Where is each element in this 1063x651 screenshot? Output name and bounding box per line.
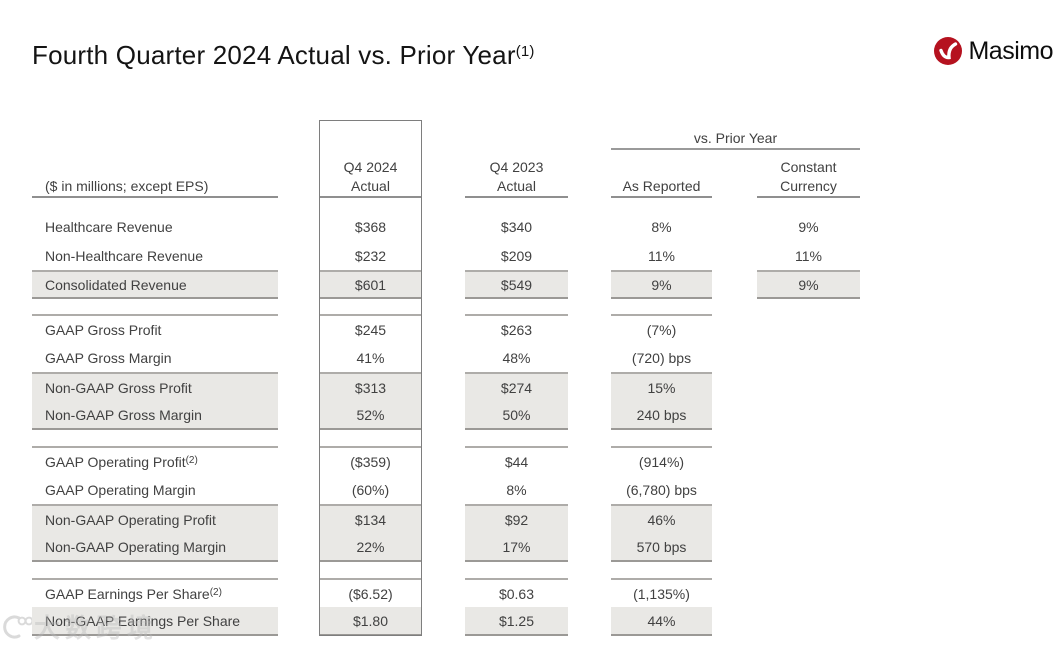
q4-2024-value: $368 xyxy=(354,218,387,235)
q4-2023-value: $92 xyxy=(465,504,568,533)
q4-2024-value: $134 xyxy=(320,504,421,533)
q4-2023-value: 17% xyxy=(465,533,568,562)
as-reported-value: (6,780) bps xyxy=(626,481,697,498)
row-label-header: ($ in millions; except EPS) xyxy=(32,160,278,198)
row-label: Healthcare Revenue xyxy=(45,218,173,235)
q4-2023-line2: Actual xyxy=(497,178,536,194)
table-row: GAAP Gross Margin 41% 48% (720) bps xyxy=(0,343,1063,372)
q4-2023-value: 48% xyxy=(502,349,531,366)
title-footnote-sup: (1) xyxy=(515,43,535,61)
q4-2023-value: $274 xyxy=(465,372,568,401)
row-label: GAAP Operating Profit (2) xyxy=(32,446,278,475)
q4-2023-value: $340 xyxy=(500,218,533,235)
as-reported-value: 15% xyxy=(611,372,712,401)
as-reported-value: 44% xyxy=(611,607,712,636)
q4-2024-value: $601 xyxy=(320,270,421,299)
masimo-logo: Masimo xyxy=(933,36,1053,66)
table-row: GAAP Operating Margin (60%) 8% (6,780) b… xyxy=(0,475,1063,504)
column-header-constant-currency: Constant Currency xyxy=(757,159,860,198)
constant-currency-value: 9% xyxy=(798,218,819,235)
q4-2024-line1: Q4 2024 xyxy=(343,159,398,175)
page-title: Fourth Quarter 2024 Actual vs. Prior Yea… xyxy=(32,40,535,71)
row-label: Non-GAAP Gross Margin xyxy=(32,401,278,430)
q4-2024-line2: Actual xyxy=(351,178,390,194)
constant-currency-value: 9% xyxy=(757,270,860,299)
row-label: GAAP Gross Margin xyxy=(45,349,172,366)
row-label: Non-GAAP Operating Margin xyxy=(32,533,278,562)
q4-2023-value: $549 xyxy=(465,270,568,299)
q4-2024-value: 52% xyxy=(320,401,421,430)
constant-currency-line1: Constant xyxy=(780,159,837,175)
q4-2023-value: $1.25 xyxy=(465,607,568,636)
as-reported-value: 240 bps xyxy=(611,401,712,430)
q4-2023-value: 8% xyxy=(506,481,527,498)
table-row: GAAP Earnings Per Share (2) ($6.52) $0.63… xyxy=(0,578,1063,607)
q4-2024-value: ($359) xyxy=(320,446,421,475)
table-row: Healthcare Revenue $368 $340 8% 9% xyxy=(0,212,1063,241)
as-reported-value: (1,135%) xyxy=(611,578,712,607)
q4-2024-value: 22% xyxy=(320,533,421,562)
table-row: Non-Healthcare Revenue $232 $209 11% 11% xyxy=(0,241,1063,270)
row-label: Non-GAAP Gross Profit xyxy=(32,372,278,401)
q4-2023-value: $209 xyxy=(500,247,533,264)
q4-2024-value: $245 xyxy=(320,314,421,343)
as-reported-value: 46% xyxy=(611,504,712,533)
row-label: GAAP Gross Profit xyxy=(32,314,278,343)
masimo-wordmark: Masimo xyxy=(968,36,1053,65)
row-label: GAAP Earnings Per Share (2) xyxy=(32,578,278,607)
row-label: Non-GAAP Operating Profit xyxy=(32,504,278,533)
q4-2024-value: (60%) xyxy=(351,481,390,498)
q4-2023-value: 50% xyxy=(465,401,568,430)
row-label: GAAP Operating Margin xyxy=(45,481,196,498)
q4-2024-value: $232 xyxy=(354,247,387,264)
row-label: Non-GAAP Earnings Per Share xyxy=(32,607,278,636)
as-reported-value: (914%) xyxy=(611,446,712,475)
table-row: Non-GAAP Gross Margin 52% 50% 240 bps xyxy=(0,401,1063,430)
q4-2024-value: $313 xyxy=(320,372,421,401)
q4-2023-value: $263 xyxy=(465,314,568,343)
row-label: Non-Healthcare Revenue xyxy=(45,247,203,264)
as-reported-value: 11% xyxy=(648,247,675,264)
row-footnote-sup: (2) xyxy=(209,587,222,598)
q4-2024-value: 41% xyxy=(356,349,385,366)
as-reported-value: 9% xyxy=(611,270,712,299)
table-row: Non-GAAP Earnings Per Share $1.80 $1.25 … xyxy=(0,607,1063,636)
table-row: Non-GAAP Operating Margin 22% 17% 570 bp… xyxy=(0,533,1063,562)
table-row: GAAP Operating Profit (2) ($359) $44 (914… xyxy=(0,446,1063,475)
q4-2023-value: $44 xyxy=(465,446,568,475)
row-label: Consolidated Revenue xyxy=(32,270,278,299)
table-row: Non-GAAP Operating Profit $134 $92 46% xyxy=(0,504,1063,533)
column-header-q4-2023: Q4 2023 Actual xyxy=(465,159,568,198)
page-title-text: Fourth Quarter 2024 Actual vs. Prior Yea… xyxy=(32,40,516,70)
row-footnote-sup: (2) xyxy=(185,455,198,466)
group-header-vs-prior-year: vs. Prior Year xyxy=(611,127,860,150)
table-row: Non-GAAP Gross Profit $313 $274 15% xyxy=(0,372,1063,401)
constant-currency-line2: Currency xyxy=(780,178,837,194)
table-row: Consolidated Revenue $601 $549 9% 9% xyxy=(0,270,1063,299)
as-reported-value: 8% xyxy=(651,218,672,235)
table-row: GAAP Gross Profit $245 $263 (7%) xyxy=(0,314,1063,343)
as-reported-value: 570 bps xyxy=(611,533,712,562)
column-header-q4-2024: Q4 2024 Actual xyxy=(320,159,421,198)
q4-2024-value: $1.80 xyxy=(320,607,421,636)
column-header-as-reported: As Reported xyxy=(611,160,712,198)
as-reported-value: (7%) xyxy=(611,314,712,343)
q4-2023-line1: Q4 2023 xyxy=(489,159,544,175)
q4-2023-value: $0.63 xyxy=(465,578,568,607)
as-reported-value: (720) bps xyxy=(631,349,692,366)
constant-currency-value: 11% xyxy=(795,247,822,264)
masimo-orb-icon xyxy=(933,36,963,66)
q4-2024-value: ($6.52) xyxy=(320,578,421,607)
